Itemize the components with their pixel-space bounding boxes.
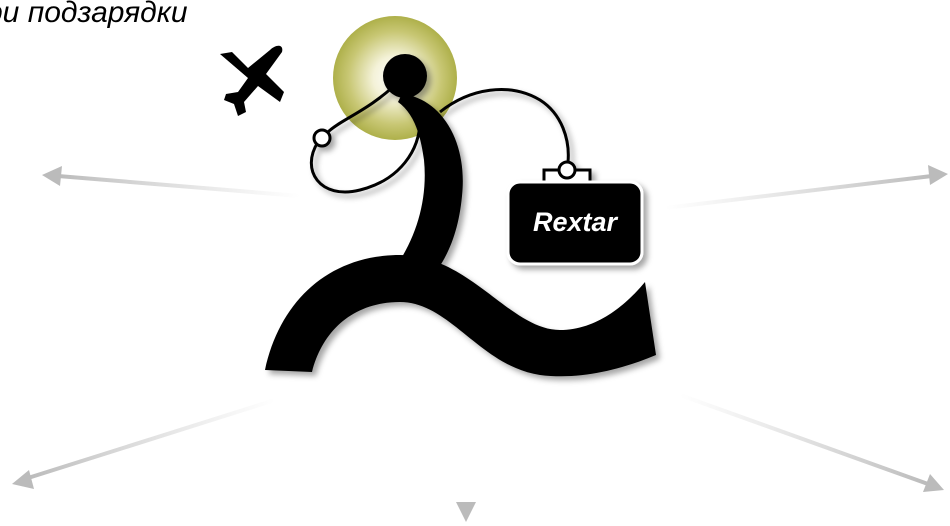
logo-label: Rextar	[533, 207, 619, 237]
plane	[220, 46, 284, 116]
header-text: ри подзарядки	[0, 0, 188, 29]
diagram: ри подзарядки Rextar	[0, 0, 950, 526]
